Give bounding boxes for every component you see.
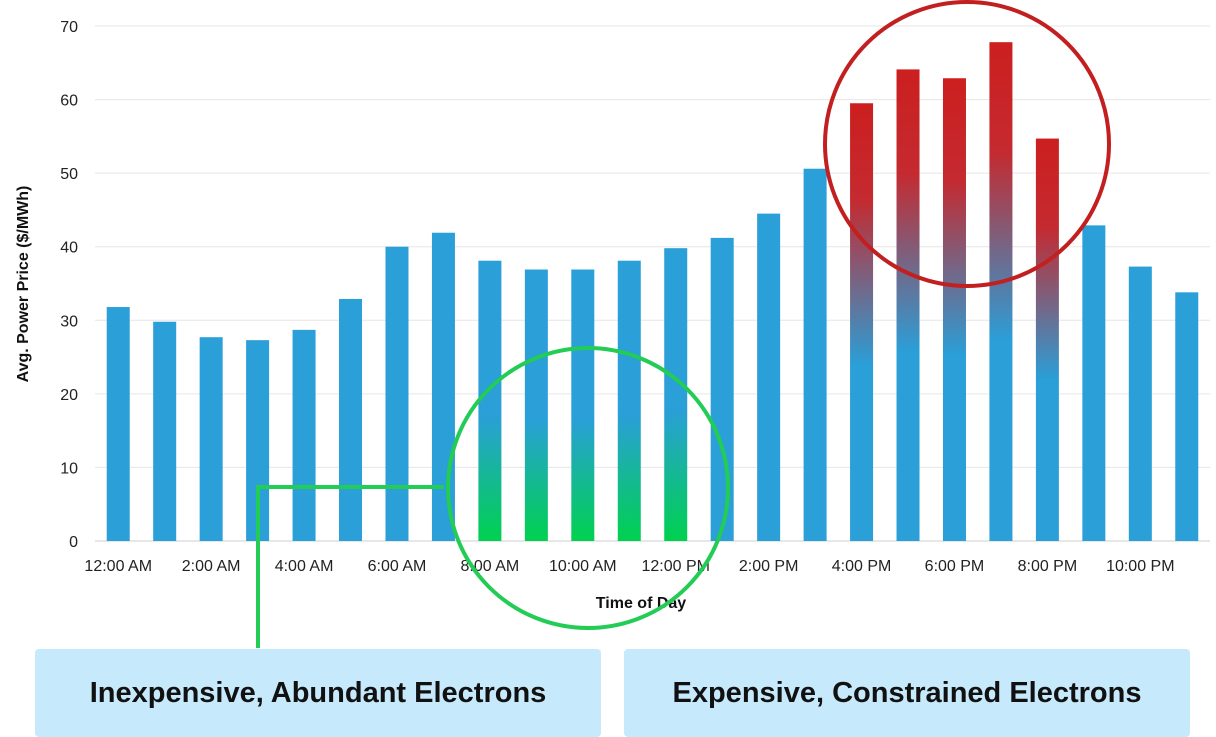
y-tick-label: 60 xyxy=(60,93,78,110)
bar-10-00-pm xyxy=(1128,266,1152,541)
y-tick-label: 0 xyxy=(69,534,78,551)
y-tick-label: 40 xyxy=(60,240,78,257)
x-tick-label: 4:00 PM xyxy=(832,558,892,575)
bar-6-00-pm xyxy=(942,78,966,541)
grid-lines xyxy=(95,25,1210,542)
bar-9-00-pm xyxy=(1082,225,1106,541)
bar-10-00-am xyxy=(571,269,595,541)
bar-1-00-pm xyxy=(710,237,734,541)
bars xyxy=(106,42,1199,542)
x-tick-label: 12:00 PM xyxy=(641,558,709,575)
bar-7-00-pm xyxy=(989,42,1013,541)
bar-2-00-pm xyxy=(757,213,781,541)
y-tick-label: 30 xyxy=(60,313,78,330)
bar-8-00-am xyxy=(478,260,502,541)
x-tick-label: 10:00 PM xyxy=(1106,558,1174,575)
x-axis-ticks: 12:00 AM 2:00 AM 4:00 AM 6:00 AM 8:00 AM 10:0… xyxy=(84,558,1174,575)
expensive-highlight-ring xyxy=(823,0,1111,288)
bar-12-00-pm xyxy=(664,248,688,541)
x-tick-label: 6:00 PM xyxy=(925,558,985,575)
bar-8-00-pm xyxy=(1035,138,1059,542)
bar-12-00-am xyxy=(106,307,130,541)
x-tick-label: 10:00 AM xyxy=(549,558,617,575)
bar-5-00-pm xyxy=(896,69,920,542)
bar-5-00-am xyxy=(339,298,363,541)
bar-1-00-am xyxy=(153,321,177,541)
bar-3-00-pm xyxy=(803,168,827,541)
x-tick-label: 4:00 AM xyxy=(275,558,334,575)
y-tick-label: 50 xyxy=(60,166,78,183)
bar-11-00-pm xyxy=(1175,292,1199,541)
y-tick-label: 70 xyxy=(60,19,78,36)
x-tick-label: 6:00 AM xyxy=(368,558,427,575)
x-tick-label: 2:00 PM xyxy=(739,558,799,575)
cheap-highlight-ring xyxy=(446,346,730,630)
bar-4-00-am xyxy=(292,329,316,541)
callout-connector-line xyxy=(256,485,444,648)
bar-2-00-am xyxy=(199,337,223,541)
y-axis-label: Avg. Power Price ($/MWh) xyxy=(15,186,32,383)
callout-expensive-text: Expensive, Constrained Electrons xyxy=(672,676,1142,709)
bar-6-00-am xyxy=(385,246,409,541)
bar-7-00-am xyxy=(431,232,455,541)
y-tick-label: 20 xyxy=(60,387,78,404)
bar-9-00-am xyxy=(524,269,548,541)
callout-inexpensive-text: Inexpensive, Abundant Electrons xyxy=(89,676,547,709)
callout-inexpensive: Inexpensive, Abundant Electrons xyxy=(35,649,601,737)
bar-4-00-pm xyxy=(850,103,874,541)
x-tick-label: 2:00 AM xyxy=(182,558,241,575)
y-axis-ticks: 0 10 20 30 40 50 60 70 xyxy=(60,19,78,551)
bar-3-00-am xyxy=(246,340,270,541)
x-tick-label: 8:00 PM xyxy=(1018,558,1078,575)
bar-11-00-am xyxy=(617,260,641,541)
y-tick-label: 10 xyxy=(60,460,78,477)
callout-expensive: Expensive, Constrained Electrons xyxy=(624,649,1190,737)
x-tick-label: 12:00 AM xyxy=(84,558,152,575)
